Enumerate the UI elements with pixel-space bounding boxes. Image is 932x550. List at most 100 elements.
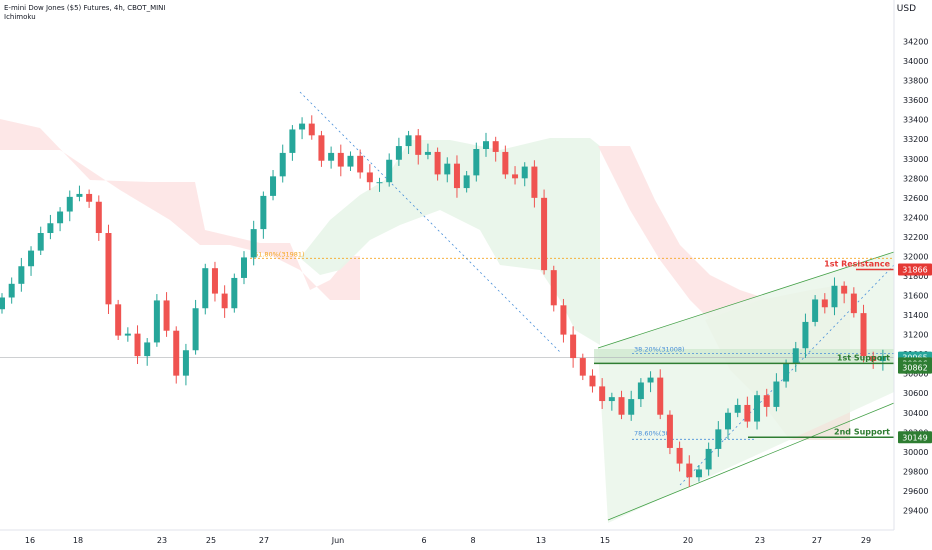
candle-body [657,377,664,415]
candle-46 [444,157,451,183]
y-tick-label: 32800 [903,174,928,183]
candle-49 [473,142,480,182]
candle-body [647,377,654,383]
candle-body [376,182,383,184]
candle-91 [879,349,886,371]
candle-body [512,174,519,179]
candle-66 [637,378,644,408]
x-tick-label: 29 [861,536,871,545]
candle-body [492,141,499,152]
candle-54 [521,162,528,187]
x-tick-label: 15 [600,536,610,545]
y-tick-label: 29600 [903,487,928,496]
support-zone [594,349,894,363]
candle-19 [182,343,189,386]
candle-body [550,270,557,306]
candle-body [8,283,15,298]
x-tick-label: 25 [206,536,216,545]
candle-body [124,333,131,336]
candle-8 [76,185,83,202]
y-tick-label: 29800 [903,467,928,476]
candle-body [676,447,683,464]
candle-body [337,152,344,167]
candle-1 [8,277,15,304]
candle-53 [512,166,519,185]
candle-body [570,334,577,359]
candle-44 [424,143,431,160]
candle-65 [628,390,635,421]
candle-31 [299,117,306,140]
fib-618-label: 61.80%(31981) [254,250,305,258]
candle-27 [260,191,267,239]
x-tick-label: 27 [259,536,269,545]
candle-body [366,172,373,183]
y-tick-label: 30400 [903,409,928,418]
candle-86 [831,277,838,316]
y-tick-label: 33000 [903,155,928,164]
candle-13 [124,327,131,342]
candle-73 [705,442,712,476]
candle-83 [802,313,809,358]
candle-body [879,356,886,361]
candle-body [637,382,644,400]
candle-body [725,412,731,430]
candle-body [783,363,790,382]
candle-body [0,297,5,310]
candle-body [618,397,625,415]
candle-body [386,159,393,183]
candle-body [182,350,189,376]
y-tick-label: 33400 [903,116,928,125]
y-tick-label: 33200 [903,135,928,144]
y-tick-label: 32600 [903,194,928,203]
candle-body [415,135,422,155]
candle-3 [28,246,35,276]
candle-59 [570,326,577,368]
candle-body [173,330,180,376]
candle-71 [686,455,693,487]
y-tick-label: 31600 [903,292,928,301]
candle-body [260,195,267,230]
candle-body [589,375,596,387]
candle-body [328,152,335,161]
x-tick-label: 16 [25,536,35,545]
candle-88 [850,287,857,318]
candle-79 [763,388,770,417]
candle-body [666,414,673,448]
y-tick-label: 32200 [903,233,928,242]
candle-81 [783,359,790,388]
candle-body [531,166,538,198]
candle-body [744,404,751,422]
candle-62 [599,378,606,409]
candle-78 [754,390,761,430]
candle-48 [463,170,470,193]
x-tick-label: 27 [812,536,822,545]
candle-body [841,285,848,294]
candle-2 [18,257,25,292]
candle-4 [37,226,44,255]
candle-23 [221,285,228,318]
candle-26 [250,220,257,266]
candle-body [850,293,857,314]
candle-35 [337,144,344,177]
candle-body [241,257,247,278]
candle-body [579,358,586,376]
candle-34 [328,146,335,169]
candle-5 [47,214,54,240]
candle-body [395,146,402,160]
candle-50 [483,132,489,157]
candle-body [37,233,44,251]
candle-43 [415,128,422,165]
y-tick-label: 34000 [903,57,928,66]
candle-body [211,268,218,294]
fib-382-label: 38.20%(31008) [634,345,685,353]
price-tag-0: 31866 [898,263,932,276]
candle-body [18,266,25,284]
candle-body [289,129,296,153]
price-tag-4: 30149 [898,431,932,444]
candle-52 [502,145,509,179]
candle-body [705,448,712,470]
currency-label: USD [896,4,916,14]
candle-body [231,277,238,309]
